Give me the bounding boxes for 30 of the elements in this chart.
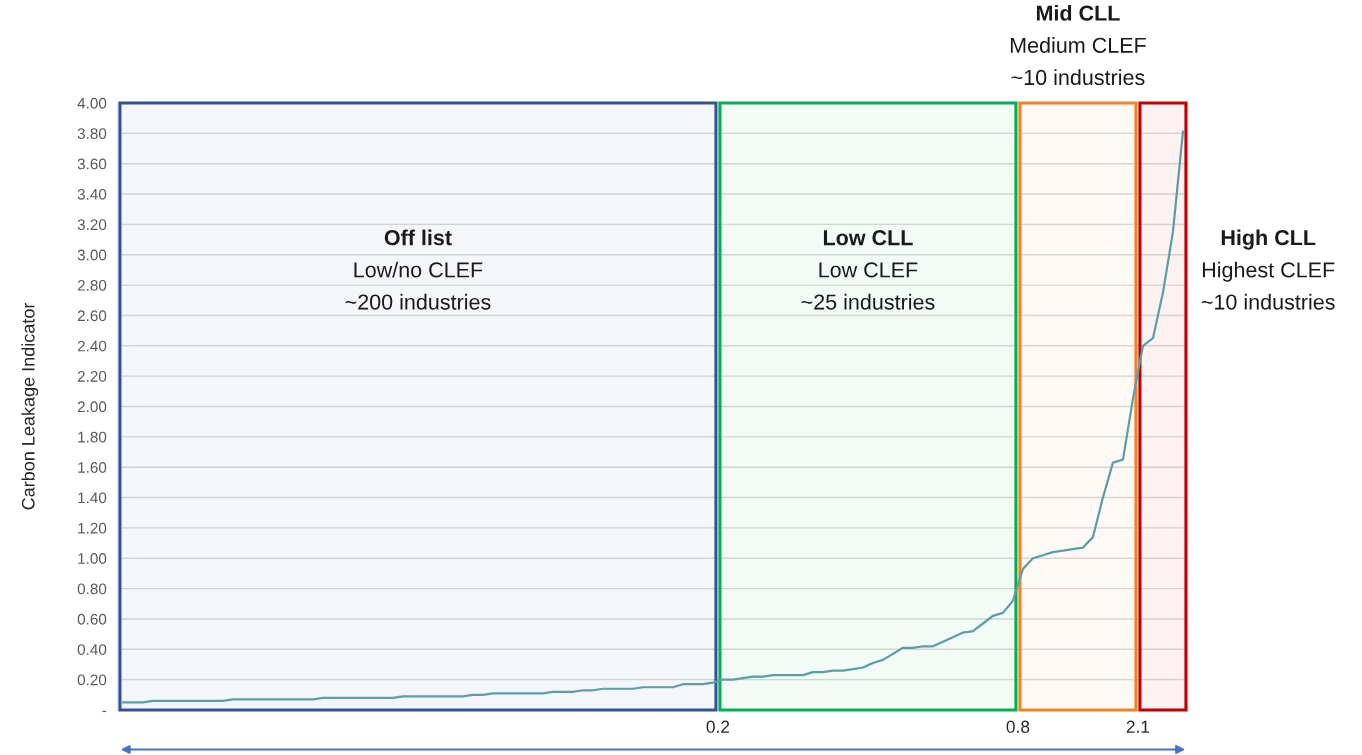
text: 2.1 [1126, 720, 1150, 733]
y-tick-label: 3.00 [77, 249, 107, 261]
y-axis-title: Carbon Leakage Indicator [21, 302, 39, 510]
y-tick-label: 2.80 [77, 279, 107, 291]
y-tick-label: 1.80 [78, 431, 107, 443]
y-tick-label: 3.60 [77, 158, 107, 170]
line-series [121, 130, 1185, 704]
y-tick-label: 2.40 [77, 340, 107, 352]
y-tick-label: 0.20 [77, 674, 107, 686]
text: High CLL Highest CLEF ~10 industries [1201, 229, 1335, 310]
text: 0.2 [706, 720, 730, 733]
annotation: Low CLL Low CLEF ~25 industries [801, 230, 935, 310]
y-tick-label: 2.60 [77, 310, 107, 322]
y-tick-label: 2.20 [77, 371, 107, 382]
text: 0.8 [1006, 720, 1030, 733]
y-tick-label: 0.60 [77, 613, 107, 625]
y-tick-label: 1.00 [78, 553, 107, 564]
y-tick-label: 0.40 [77, 644, 107, 655]
text: Mid CLL Medium CLEF ~10 industries [1010, 4, 1146, 86]
annotation: Off list Low/no CLEF ~200 industries [345, 229, 491, 310]
y-tick-label: 3.40 [77, 188, 107, 200]
y-tick-label: 3.20 [77, 219, 107, 231]
y-tick-label: - [102, 710, 107, 713]
y-tick-label: 1.20 [78, 522, 107, 534]
y-tick-label: 3.80 [77, 128, 107, 140]
y-tick-label: 2.00 [77, 401, 107, 413]
y-tick-label: 1.40 [78, 492, 107, 504]
y-tick-label: 0.80 [77, 583, 107, 595]
y-tick-label: 1.60 [78, 462, 107, 473]
y-tick-label: 4.00 [77, 97, 107, 109]
